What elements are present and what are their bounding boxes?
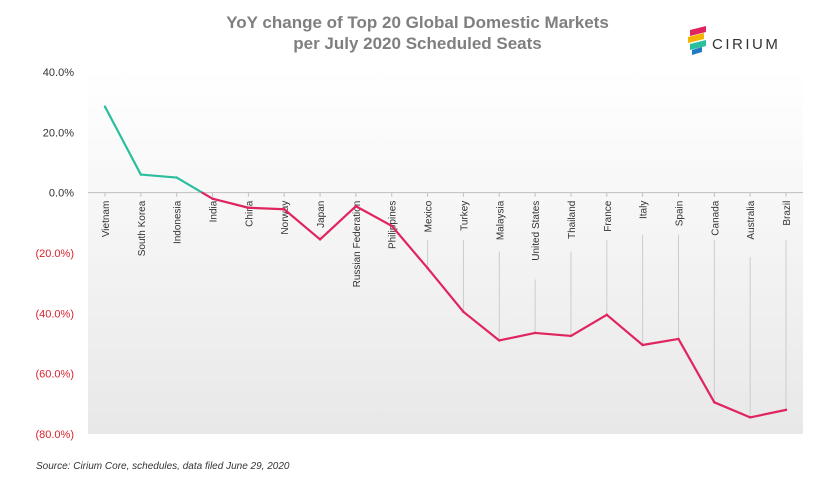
data-point bbox=[784, 408, 788, 412]
data-point bbox=[390, 224, 393, 228]
data-point bbox=[247, 206, 250, 209]
x-tick-label: Malaysia bbox=[495, 200, 506, 240]
series-segment bbox=[498, 331, 537, 342]
x-tick-label: India bbox=[209, 200, 220, 222]
x-tick-label: Turkey bbox=[459, 201, 470, 231]
y-tick-label: (60.0%) bbox=[35, 369, 74, 381]
series-segment bbox=[426, 266, 465, 313]
x-tick-label: Mexico bbox=[424, 200, 435, 232]
x-tick-label: Indonesia bbox=[173, 200, 184, 244]
x-tick-label: Brazil bbox=[782, 201, 793, 226]
y-tick-label: (80.0%) bbox=[35, 429, 74, 441]
chart-title-line-2: per July 2020 Scheduled Seats bbox=[293, 34, 542, 53]
series-segment bbox=[390, 224, 429, 270]
data-point bbox=[677, 337, 680, 341]
data-point bbox=[498, 339, 501, 342]
data-point bbox=[605, 313, 608, 317]
series-segment bbox=[605, 313, 644, 347]
x-tick-label: Philippines bbox=[388, 201, 399, 249]
x-tick-label: Spain bbox=[674, 201, 685, 227]
x-tick-label: United States bbox=[531, 201, 542, 261]
chart-title-line-1: YoY change of Top 20 Global Domestic Mar… bbox=[226, 13, 609, 32]
data-point bbox=[175, 176, 178, 179]
x-tick-label: Canada bbox=[710, 200, 721, 235]
category-guides bbox=[104, 192, 787, 418]
x-tick-label: Norway bbox=[280, 201, 291, 235]
data-point bbox=[713, 401, 716, 404]
cirium-logo-icon bbox=[688, 26, 706, 55]
y-tick-label: 20.0% bbox=[43, 127, 74, 139]
series-segment bbox=[534, 331, 573, 338]
chart-title: YoY change of Top 20 Global Domestic Mar… bbox=[0, 12, 835, 54]
data-point bbox=[462, 310, 465, 314]
x-tick-label: South Korea bbox=[137, 200, 148, 256]
x-tick-label: Japan bbox=[316, 201, 327, 228]
series-segment bbox=[713, 401, 752, 419]
x-axis-ticks: Vietnam South Korea Indonesia India China Nor… bbox=[101, 200, 793, 287]
y-tick-label: 0.0% bbox=[49, 188, 74, 200]
y-tick-label: (20.0%) bbox=[35, 248, 74, 260]
x-tick-label: Italy bbox=[639, 201, 650, 219]
x-tick-label: Australia bbox=[746, 200, 757, 239]
x-tick-label: China bbox=[244, 200, 255, 227]
series-segment bbox=[641, 337, 680, 347]
data-point bbox=[533, 331, 537, 335]
series-segment bbox=[175, 176, 204, 194]
y-tick-label: 40.0% bbox=[43, 67, 74, 79]
series-line bbox=[103, 105, 788, 419]
data-point bbox=[641, 343, 644, 347]
data-point bbox=[354, 205, 358, 208]
logo-wordmark: CIRIUM bbox=[712, 36, 781, 53]
data-point bbox=[283, 208, 286, 211]
series-segment bbox=[354, 205, 393, 227]
series-segment bbox=[318, 205, 357, 241]
y-axis-ticks: 40.0% 20.0% 0.0% (20.0%) (40.0%) (60.0%) (80.0… bbox=[35, 67, 74, 441]
series-segment bbox=[103, 105, 142, 176]
x-tick-label: France bbox=[603, 200, 614, 232]
series-segment bbox=[569, 313, 608, 338]
data-point bbox=[748, 416, 752, 419]
series-segment bbox=[283, 208, 322, 241]
source-note: Source: Cirium Core, schedules, data fil… bbox=[36, 461, 290, 472]
data-point bbox=[426, 266, 429, 270]
data-point bbox=[318, 238, 322, 241]
series-segment bbox=[749, 408, 788, 419]
x-tick-label: Russian Federation bbox=[352, 201, 363, 288]
series-segment bbox=[211, 197, 250, 209]
x-tick-label: Vietnam bbox=[101, 201, 112, 238]
data-point bbox=[139, 173, 143, 176]
data-point bbox=[103, 105, 107, 108]
series-segment bbox=[462, 310, 501, 342]
series-segment bbox=[139, 173, 178, 179]
series-segment bbox=[677, 337, 716, 404]
series-segment bbox=[201, 191, 214, 200]
y-tick-label: (40.0%) bbox=[35, 308, 74, 320]
series-segment bbox=[247, 206, 286, 211]
data-point bbox=[569, 334, 573, 338]
plot-area bbox=[88, 70, 803, 434]
data-point bbox=[211, 197, 214, 200]
x-tick-label: Thailand bbox=[567, 201, 578, 239]
